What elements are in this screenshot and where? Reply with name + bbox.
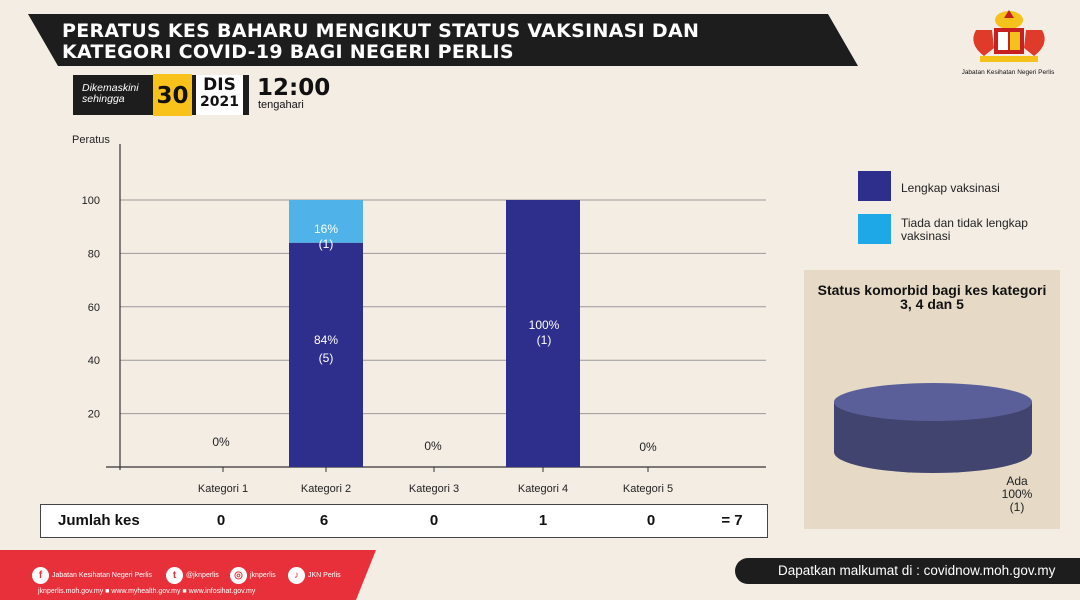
- month-year-box: [196, 75, 243, 115]
- update-month: DIS: [203, 75, 236, 95]
- logo-caption: Jabatan Kesihatan Negeri Perlis: [961, 69, 1055, 76]
- data-label: 84%: [314, 333, 338, 347]
- twitter-icon: t: [166, 566, 183, 584]
- total-value-k5: 0: [646, 512, 656, 529]
- facebook-label: Jabatan Kesihatan Negeri Perlis: [52, 571, 153, 579]
- pie-label-count: (1): [1009, 500, 1025, 514]
- total-value-k2: 6: [319, 512, 329, 529]
- updated-label-line1: Dikemaskini: [82, 82, 139, 94]
- data-label: 0%: [639, 440, 657, 454]
- pie-label: Ada 100% (1): [985, 475, 1049, 514]
- comorbid-pie-chart: [834, 383, 1032, 473]
- y-axis-label: Peratus: [72, 134, 110, 146]
- y-tick-label: 40: [88, 355, 100, 367]
- y-tick-label: 100: [82, 195, 100, 207]
- tiktok-icon: ♪: [288, 566, 305, 584]
- total-value-k3: 0: [429, 512, 439, 529]
- tiktok-link[interactable]: ♪ JKN Perlis: [288, 566, 341, 584]
- x-tick-label: Kategori 4: [518, 483, 568, 495]
- instagram-icon: ◎: [230, 566, 247, 584]
- twitter-link[interactable]: t @jknperlis: [166, 566, 219, 584]
- legend-label-tidak-lengkap: Tiada dan tidak lengkap vaksinasi: [901, 216, 1028, 243]
- title-banner: [28, 14, 858, 66]
- website-links[interactable]: jknperlis.moh.gov.my ■ www.myhealth.gov.…: [38, 588, 256, 595]
- instagram-link[interactable]: ◎ jknperlis: [230, 566, 276, 584]
- pie-side: [834, 402, 1032, 473]
- data-label: 100%: [529, 318, 560, 332]
- page-title-line1: PERATUS KES BAHARU MENGIKUT STATUS VAKSI…: [62, 20, 700, 42]
- y-tick-label: 80: [88, 248, 100, 260]
- legend-swatch-lengkap: [858, 171, 891, 201]
- updated-label-line2: sehingga: [82, 93, 125, 105]
- update-day: 30: [156, 83, 189, 109]
- page-title-line2: KATEGORI COVID-19 BAGI NEGERI PERLIS: [62, 41, 514, 63]
- facebook-icon: f: [32, 566, 49, 584]
- x-tick-label: Kategori 3: [409, 483, 459, 495]
- pie-label-text: Ada: [1006, 474, 1028, 488]
- legend-swatch-tidak-lengkap: [858, 214, 891, 244]
- info-link[interactable]: Dapatkan malkumat di : covidnow.moh.gov.…: [778, 563, 1056, 578]
- bar-lengkap: [506, 200, 580, 467]
- pie-slice-ada: [834, 383, 1032, 421]
- tiktok-label: JKN Perlis: [308, 571, 341, 579]
- info-banner: [735, 558, 1080, 584]
- instagram-label: jknperlis: [250, 571, 276, 579]
- total-cases-row: [40, 504, 768, 538]
- data-label: 0%: [424, 439, 442, 453]
- comorbid-title: Status komorbid bagi kes kategori 3, 4 d…: [817, 282, 1047, 312]
- data-label: (5): [319, 351, 334, 365]
- total-label: Jumlah kes: [58, 512, 140, 529]
- total-sum: = 7: [721, 512, 743, 529]
- data-label: 0%: [212, 435, 230, 449]
- x-tick-label: Kategori 5: [623, 483, 673, 495]
- updated-label: Dikemaskini sehingga: [82, 83, 139, 105]
- x-tick-label: Kategori 2: [301, 483, 351, 495]
- update-year: 2021: [200, 94, 239, 110]
- update-time-label: tengahari: [258, 99, 304, 111]
- pie-label-pct: 100%: [1001, 487, 1033, 501]
- data-label: 16%: [314, 222, 338, 236]
- x-tick-label: Kategori 1: [198, 483, 248, 495]
- data-label: (1): [537, 333, 552, 347]
- calendar-icon: [153, 74, 192, 116]
- legend-label-lengkap: Lengkap vaksinasi: [901, 181, 1000, 195]
- total-value-k4: 1: [538, 512, 548, 529]
- y-tick-label: 60: [88, 302, 100, 314]
- y-tick-label: 20: [88, 409, 100, 421]
- data-label: (1): [319, 237, 334, 251]
- bar-lengkap: [289, 242, 363, 467]
- total-value-k1: 0: [216, 512, 226, 529]
- coat-of-arms-logo: [973, 10, 1045, 62]
- bar-tidak-lengkap: [289, 200, 363, 243]
- footer-banner: [0, 550, 376, 600]
- facebook-link[interactable]: f Jabatan Kesihatan Negeri Perlis: [32, 566, 152, 584]
- twitter-label: @jknperlis: [186, 571, 219, 579]
- update-time: 12:00: [257, 75, 331, 101]
